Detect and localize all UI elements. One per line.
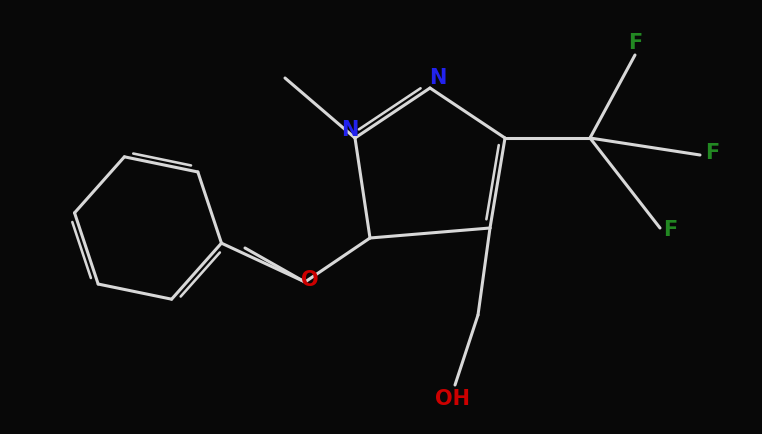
- Text: F: F: [663, 220, 677, 240]
- Text: F: F: [705, 143, 719, 163]
- Text: N: N: [429, 68, 447, 88]
- Text: OH: OH: [436, 389, 470, 409]
- Text: O: O: [301, 270, 319, 290]
- Text: N: N: [341, 120, 359, 140]
- Text: F: F: [628, 33, 642, 53]
